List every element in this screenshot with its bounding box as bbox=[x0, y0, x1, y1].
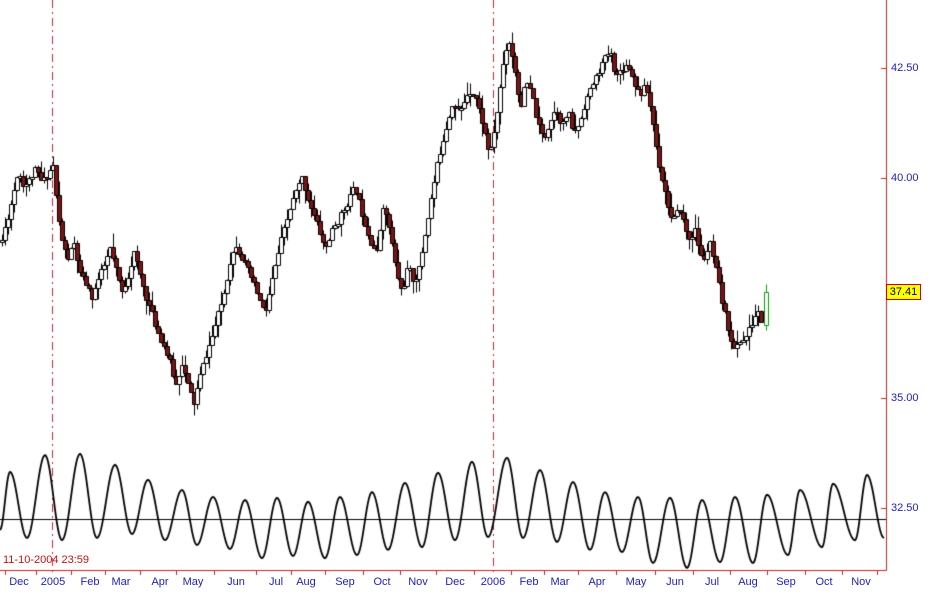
x-axis-label: Sep bbox=[776, 576, 796, 588]
y-axis-label: 42.50 bbox=[891, 62, 919, 74]
x-axis-label: May bbox=[182, 576, 204, 588]
x-axis-label: Nov bbox=[851, 576, 871, 588]
x-axis-label: Sep bbox=[335, 576, 355, 588]
y-axis-label: 40.00 bbox=[891, 172, 919, 184]
x-axis-label: Nov bbox=[408, 576, 428, 588]
x-axis-label: Mar bbox=[111, 576, 131, 588]
x-axis-label: Feb bbox=[80, 576, 100, 588]
last-price-badge: 37.41 bbox=[886, 284, 921, 300]
x-axis-label: Dec bbox=[9, 576, 29, 588]
x-axis-label: Apr bbox=[588, 576, 606, 588]
x-axis-label: Jul bbox=[268, 576, 284, 588]
x-axis-label: Aug bbox=[296, 576, 316, 588]
y-axis-label: 35.00 bbox=[891, 392, 919, 404]
x-axis-label: Dec bbox=[445, 576, 465, 588]
x-axis-label: Jul bbox=[704, 576, 720, 588]
cursor-timestamp: 11-10-2004 23:59 bbox=[3, 554, 90, 566]
x-axis-label: Oct bbox=[373, 576, 391, 588]
x-axis-label: Oct bbox=[815, 576, 833, 588]
x-axis-label: 2005 bbox=[40, 576, 66, 588]
x-axis-label: 2006 bbox=[480, 576, 506, 588]
x-axis-label: Mar bbox=[550, 576, 570, 588]
x-axis-label: May bbox=[625, 576, 647, 588]
y-axis-label: 32.50 bbox=[891, 502, 919, 514]
x-axis-label: Apr bbox=[151, 576, 169, 588]
x-axis-label: Aug bbox=[738, 576, 758, 588]
x-axis-label: Feb bbox=[519, 576, 539, 588]
x-axis-label: Jun bbox=[666, 576, 684, 588]
x-axis-label: Jun bbox=[227, 576, 245, 588]
